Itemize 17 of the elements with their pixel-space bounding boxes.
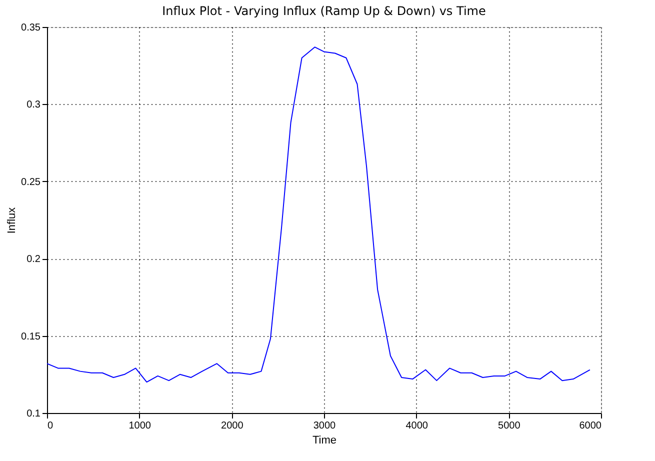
y-tick-label: 0.1 [26, 408, 41, 420]
x-tick-label: 0 [48, 420, 54, 432]
x-axis-title: Time [312, 434, 337, 446]
y-tick-label: 0.25 [21, 176, 41, 188]
y-tick-label: 0.15 [21, 331, 41, 342]
x-tick-label: 6000 [579, 420, 602, 432]
x-tick-label: 4000 [406, 420, 428, 432]
y-tick-label: 0.2 [26, 254, 41, 266]
y-tick-label: 0.35 [21, 22, 41, 34]
line-series [47, 46, 590, 383]
x-tick-label: 3000 [313, 420, 336, 432]
y-axis-title: Influx [6, 206, 18, 234]
chart-title: Influx Plot - Varying Influx (Ramp Up & Down) vs Time [162, 4, 486, 18]
y-tick-label: 0.3 [26, 100, 41, 111]
x-tick-label: 2000 [221, 420, 244, 432]
x-tick-label: 1000 [128, 420, 152, 432]
x-tick-label: 5000 [498, 420, 521, 432]
